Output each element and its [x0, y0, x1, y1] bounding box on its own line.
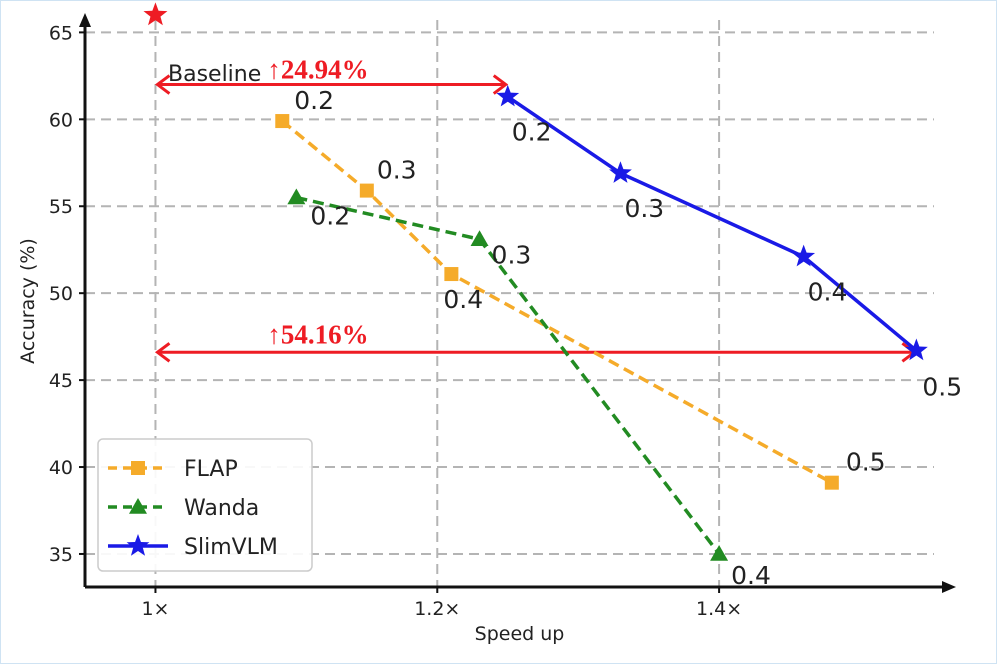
point-label-wanda: 0.3	[492, 240, 532, 269]
data-point-wanda	[287, 188, 306, 205]
y-tick-label: 35	[49, 544, 73, 566]
point-label-wanda: 0.2	[310, 202, 350, 231]
legend-label-wanda: Wanda	[184, 496, 259, 521]
point-label-slimvlm: 0.5	[922, 373, 962, 402]
point-label-flap: 0.3	[377, 156, 417, 185]
y-axis-label: Accuracy (%)	[17, 238, 39, 364]
legend-marker-wanda	[129, 498, 147, 514]
point-label-wanda: 0.4	[731, 561, 771, 590]
y-tick-label: 40	[49, 457, 73, 479]
data-point-flap	[444, 267, 459, 282]
axes	[79, 13, 956, 593]
point-labels: Baseline 0.2 0.3 0.4 0.5 0.2 0.3 0.4 0.2 0.3 0.4 0.…	[168, 62, 962, 590]
x-tick-label: 1×	[141, 598, 169, 620]
series-line-slimvlm	[506, 95, 918, 352]
data-point-slimvlm	[904, 338, 928, 361]
x-tick-label: 1.4×	[696, 598, 742, 620]
point-label-flap: 0.2	[294, 86, 334, 115]
annotation-arrow-head-left	[154, 342, 171, 363]
y-tick-label: 60	[49, 109, 73, 131]
data-point-flap	[824, 475, 839, 490]
baseline-label: Baseline	[168, 62, 261, 87]
annotation-label: ↑54.16%	[267, 319, 368, 349]
legend-label-flap: FLAP	[184, 457, 238, 482]
legend-label-slimvlm: SlimVLM	[184, 535, 278, 560]
legend-box	[97, 438, 313, 572]
point-label-flap: 0.5	[846, 448, 886, 477]
data-point-slimvlm	[609, 161, 632, 183]
series-group	[143, 2, 928, 561]
point-label-flap: 0.4	[443, 285, 483, 314]
point-label-slimvlm: 0.3	[624, 194, 664, 223]
legend-marker-slimvlm	[126, 534, 150, 556]
annotation-arrow-head-right	[492, 74, 509, 95]
data-point-flap	[275, 114, 290, 129]
y-tick-label: 65	[49, 22, 73, 44]
x-axis-label: Speed up	[475, 623, 565, 645]
x-axis-arrow	[942, 581, 956, 593]
annotation-label: ↑24.94%	[267, 55, 368, 85]
ticks: 35 40 45 50 55 60 65 1× 1.2× 1.4× Speed up Accuracy…	[17, 22, 742, 645]
legend: FLAP Wanda SlimVLM	[97, 438, 313, 572]
x-tick-label: 1.2×	[414, 598, 460, 620]
y-tick-label: 45	[49, 370, 73, 392]
data-point-slimvlm	[496, 84, 520, 107]
legend-marker-flap	[131, 461, 145, 475]
y-axis-arrow	[79, 13, 91, 27]
y-tick-label: 50	[49, 283, 73, 305]
baseline-marker	[143, 2, 168, 26]
series-line-flap	[281, 119, 833, 485]
data-point-slimvlm	[792, 244, 816, 267]
data-point-wanda	[470, 230, 489, 247]
point-label-slimvlm: 0.2	[512, 118, 552, 147]
data-point-wanda	[710, 544, 729, 561]
y-tick-label: 55	[49, 196, 73, 218]
point-label-slimvlm: 0.4	[808, 278, 848, 307]
annotation-arrow-head-left	[154, 74, 171, 95]
data-point-flap	[359, 183, 374, 198]
annotations: ↑24.94% ↑54.16%	[154, 55, 917, 363]
